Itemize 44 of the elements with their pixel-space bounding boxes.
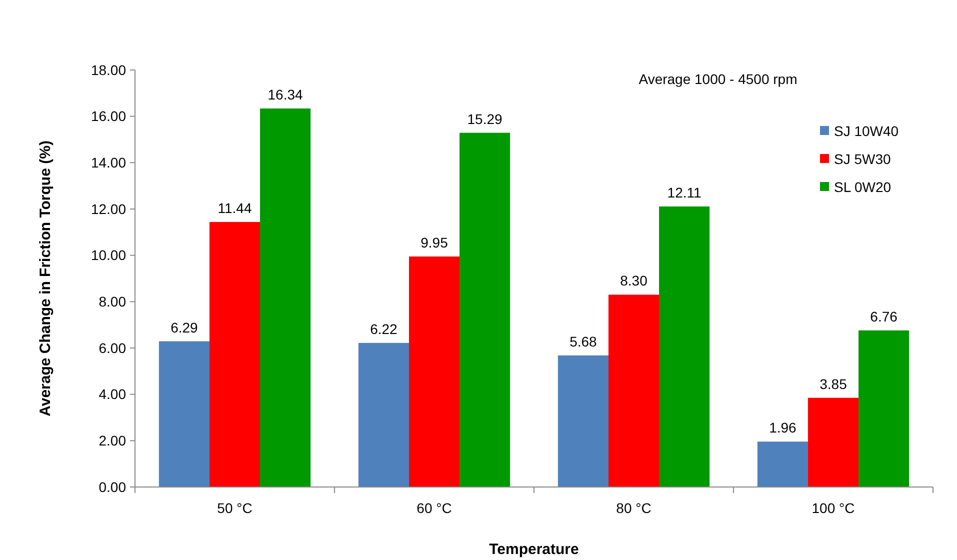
y-tick-label: 16.00: [90, 108, 126, 124]
data-label: 6.29: [170, 319, 198, 336]
data-label: 5.68: [570, 333, 598, 350]
legend-label: SJ 10W40: [834, 122, 899, 139]
legend-label: SJ 5W30: [834, 150, 892, 167]
legend-label: SL 0W20: [834, 178, 892, 195]
y-tick-label: 10.00: [90, 247, 126, 264]
bar: [608, 294, 660, 487]
data-label: 9.95: [420, 234, 448, 250]
data-label: 16.34: [268, 86, 304, 102]
x-tick-label: 80 °C: [616, 500, 652, 516]
x-tick-label: 100 °C: [812, 500, 855, 516]
y-tick-label: 14.00: [90, 154, 126, 171]
y-tick-label: 18.00: [90, 62, 126, 78]
bar: [158, 341, 210, 487]
bar: [757, 442, 808, 487]
y-tick-label: 8.00: [98, 294, 126, 310]
data-label: 15.29: [467, 110, 503, 127]
y-axis-title: Average Change in Friction Torque (%): [37, 140, 54, 416]
y-tick-label: 0.00: [98, 478, 126, 495]
bar: [460, 132, 510, 487]
annotation: Average 1000 - 4500 rpm: [638, 71, 798, 87]
y-tick-label: 12.00: [90, 200, 126, 217]
bar: [808, 398, 859, 487]
y-tick-label: 6.00: [98, 340, 126, 356]
y-tick-label: 4.00: [98, 386, 126, 402]
bar: [358, 342, 409, 487]
data-label: 12.11: [667, 184, 702, 200]
x-tick-label: 50 °C: [217, 500, 252, 516]
data-label: 1.96: [769, 420, 797, 436]
bar: [659, 206, 710, 487]
y-tick-label: 2.00: [98, 432, 126, 449]
bar: [408, 256, 460, 487]
bar: [558, 355, 608, 487]
bar: [209, 222, 260, 487]
x-axis-title: Temperature: [489, 541, 579, 558]
data-label: 11.44: [218, 200, 252, 216]
data-label: 8.30: [620, 272, 648, 289]
data-label: 6.22: [370, 320, 398, 337]
x-tick-label: 60 °C: [416, 500, 452, 516]
data-label: 3.85: [820, 376, 848, 392]
bar: [260, 108, 311, 487]
bar: [858, 330, 910, 487]
data-label: 6.76: [870, 308, 898, 324]
